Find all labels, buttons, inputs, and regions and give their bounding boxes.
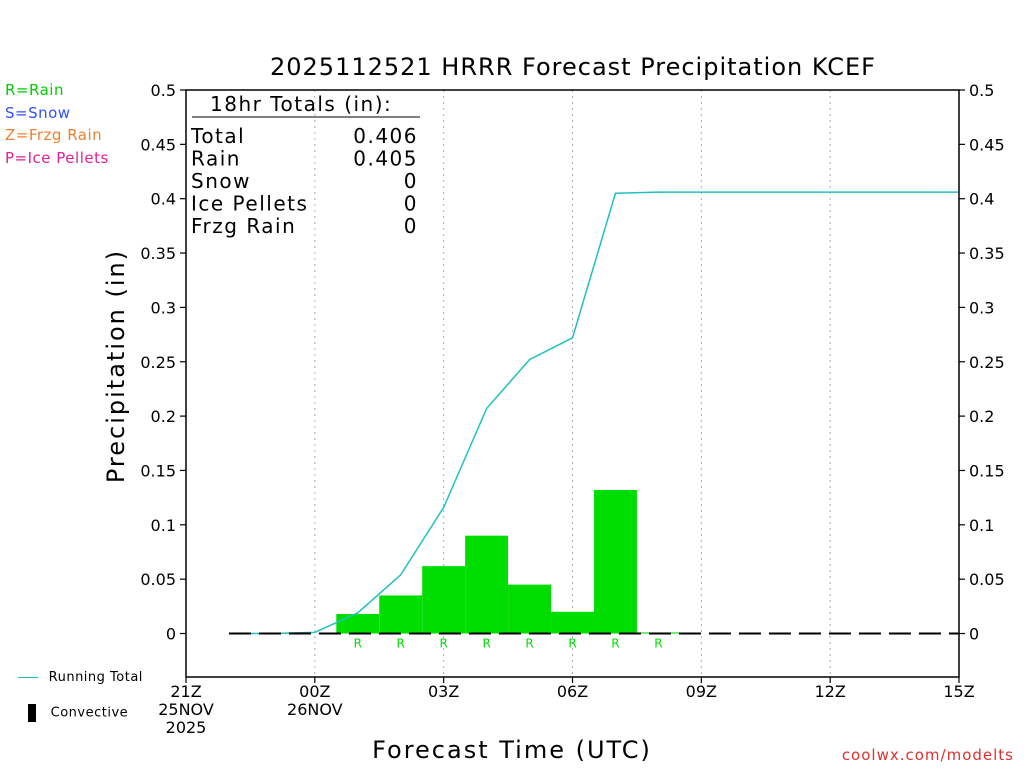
precip-type-marker-3: R [482,637,490,651]
x-tick-label-3-0: 06Z [557,682,588,701]
y-tick-label-left-9: 0.45 [140,135,176,154]
y-tick-label-right-10: 0.5 [969,81,994,100]
y-tick-label-left-1: 0.05 [140,570,176,589]
totals-row-label-4: Frzg Rain [191,214,296,238]
totals-row-label-0: Total [190,124,245,148]
bar-series [336,490,680,634]
x-tick-label-0-1: 25NOV [158,700,214,719]
totals-header: 18hr Totals (in): [210,92,392,116]
y-tick-label-right-0: 0 [969,625,979,644]
x-axis-label: Forecast Time (UTC) [372,736,652,764]
precip-bar-5 [551,611,594,634]
y-tick-label-left-6: 0.3 [151,298,176,317]
running-total-legend-label: Running Total [48,670,143,685]
y-tick-label-right-2: 0.1 [969,516,994,535]
totals-row-value-2: 0 [404,169,418,193]
y-tick-label-right-4: 0.2 [969,407,994,426]
precip-type-legend-item-3: P=Ice Pellets [5,148,109,167]
precip-type-marker-4: R [525,637,533,651]
x-tick-label-1-1: 26NOV [287,700,343,719]
y-tick-label-right-8: 0.4 [969,190,994,209]
precip-type-legend-item-2: Z=Frzg Rain [5,126,103,144]
x-tick-label-5-0: 12Z [815,682,846,701]
y-tick-label-right-1: 0.05 [969,570,1005,589]
x-tick-label-0-0: 21Z [170,682,201,701]
convective-legend-label: Convective [50,705,129,721]
grid-lines [314,90,831,677]
y-tick-label-left-10: 0.5 [151,81,176,100]
running-total-legend-swatch [18,677,38,678]
running-total-legend: Running Total [18,670,143,685]
chart-title: 2025112521 HRRR Forecast Precipitation K… [270,53,876,81]
totals-row-label-1: Rain [191,147,241,171]
y-tick-label-right-6: 0.3 [969,298,994,317]
precip-type-marker-7: R [654,637,662,651]
x-tick-label-0-2: 2025 [166,718,207,737]
totals-row-value-0: 0.406 [353,124,418,148]
precip-type-marker-0: R [354,637,362,651]
y-tick-label-left-3: 0.15 [140,461,176,480]
y-tick-label-left-8: 0.4 [151,190,176,209]
precip-bar-2 [422,566,466,634]
y-tick-label-right-5: 0.25 [969,353,1005,372]
x-tick-label-6-0: 15Z [943,682,974,701]
y-tick-label-right-7: 0.35 [969,244,1005,263]
precip-type-marker-2: R [439,637,447,651]
y-tick-label-left-7: 0.35 [140,244,176,263]
running-total-series [228,191,959,635]
y-axis-ticks: 0 00.05 0.050.1 0.10.15 0.150.2 0.20.25 0.250.… [140,81,1004,644]
totals-row-label-3: Ice Pellets [191,192,308,216]
totals-row-value-3: 0 [404,192,418,216]
precip-bar-4 [508,584,552,634]
precip-type-marker-1: R [397,637,405,651]
y-tick-label-left-5: 0.25 [140,353,176,372]
precip-type-legend-item-0: R=Rain [5,81,64,99]
y-tick-label-right-9: 0.45 [969,135,1005,154]
precip-type-marker-5: R [568,637,576,651]
convective-legend: Convective [28,704,128,722]
precip-bar-0 [336,613,380,634]
y-tick-label-left-4: 0.2 [151,407,176,426]
running-total-line [228,191,959,635]
totals-box: 18hr Totals (in): Total 0.406 Rain 0.405 Sno… [190,92,420,238]
precip-bar-1 [379,595,423,634]
credit-text: coolwx.com/modelts [841,746,1014,764]
convective-legend-swatch [28,704,36,722]
x-tick-label-4-0: 09Z [686,682,717,701]
x-tick-label-1-0: 00Z [299,682,330,701]
y-tick-label-left-2: 0.1 [151,516,176,535]
totals-row-label-2: Snow [191,169,251,193]
x-tick-label-2-0: 03Z [428,682,459,701]
precip-type-marker-6: R [611,637,619,651]
precip-bar-6 [593,490,637,634]
totals-row-value-1: 0.405 [353,147,418,171]
y-tick-label-left-0: 0 [166,625,176,644]
precip-bar-3 [465,535,509,634]
precip-type-legend-item-1: S=Snow [5,103,71,122]
y-tick-label-right-3: 0.15 [969,461,1005,480]
y-axis-label: Precipitation (in) [102,249,130,483]
totals-row-value-4: 0 [404,214,418,238]
